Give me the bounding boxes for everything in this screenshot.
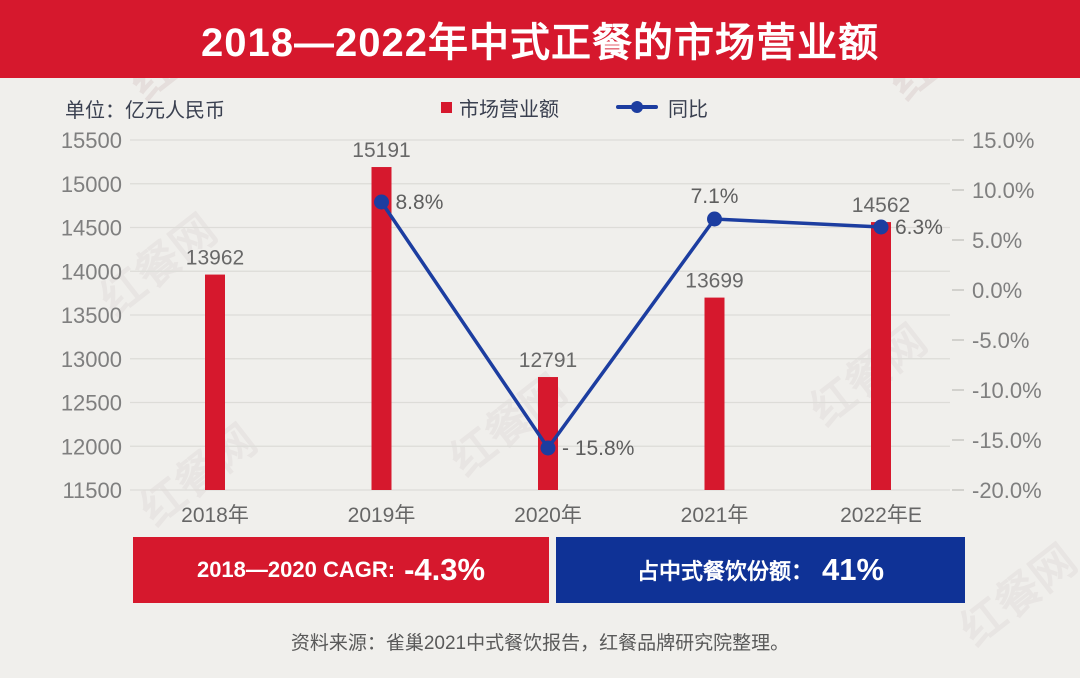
yoy-point-2020年: [540, 440, 556, 456]
left-axis-tick: 13000: [61, 347, 122, 372]
yoy-point-label: 7.1%: [691, 185, 739, 208]
right-axis-tick: -20.0%: [972, 478, 1042, 503]
share-badge-label: 占中式餐饮份额：: [636, 559, 813, 584]
meta-row: 单位：亿元人民币 市场营业额 同比: [0, 92, 1080, 123]
cagr-badge: 2018—2020 CAGR: -4.3%: [133, 537, 549, 603]
source-note: 资料来源：雀巢2021中式餐饮报告，红餐品牌研究院整理。: [290, 633, 790, 654]
right-axis-tick: -10.0%: [972, 378, 1042, 403]
legend-item-line: 同比: [616, 92, 708, 122]
left-axis-tick: 15000: [61, 172, 122, 197]
bar-2022年E: [871, 222, 891, 490]
yoy-point-label: 6.3%: [895, 216, 943, 239]
x-axis-label: 2021年: [681, 504, 749, 527]
right-axis-tick: 0.0%: [972, 278, 1022, 303]
bar-value-label: 14562: [852, 194, 910, 217]
left-axis-tick: 14500: [61, 216, 122, 241]
combo-chart: 15500 15000 14500 14000 13500 13000 12500 12000…: [61, 130, 1042, 527]
yoy-point-2022年E: [873, 219, 889, 235]
bar-2018年: [205, 274, 225, 490]
yoy-point-2019年: [374, 194, 389, 210]
share-badge-value: 41%: [821, 552, 885, 587]
bar-series-swatch-icon: [441, 101, 452, 113]
bar-value-label: 12791: [519, 349, 577, 372]
left-axis-tick: 12500: [61, 391, 122, 416]
cagr-badge-label: 2018—2020 CAGR:: [196, 557, 396, 582]
yoy-point-label: 8.8%: [396, 191, 444, 214]
bar-2021年: [704, 297, 725, 490]
x-axis-label: 2022年E: [840, 504, 922, 527]
page-title: 2018—2022年中式正餐的市场营业额: [201, 21, 879, 65]
unit-label: 单位：亿元人民币: [65, 100, 225, 122]
right-axis-tick: 15.0%: [972, 130, 1034, 153]
cagr-badge-value: -4.3%: [404, 552, 486, 587]
bar-value-label: 15191: [352, 139, 410, 162]
yoy-point-2021年: [707, 211, 722, 227]
right-axis-tick: -5.0%: [972, 328, 1029, 353]
left-axis-tick: 15500: [61, 130, 122, 153]
bar-value-label: 13699: [685, 270, 743, 293]
left-axis-tick: 13500: [61, 303, 122, 328]
bar-2020年: [538, 377, 558, 490]
x-axis-label: 2018年: [181, 504, 249, 527]
legend-item-bars: 市场营业额: [441, 92, 559, 122]
legend-line-label: 同比: [668, 98, 708, 121]
right-axis-tick: 5.0%: [972, 228, 1022, 253]
left-axis-tick: 14000: [61, 259, 122, 284]
line-series-marker-icon: [616, 101, 658, 113]
left-axis-tick: 11500: [62, 478, 122, 503]
left-axis-tick: 12000: [61, 434, 122, 459]
badges-row: 2018—2020 CAGR: -4.3% 占中式餐饮份额： 41%: [133, 537, 965, 603]
x-axis-label: 2020年: [514, 504, 582, 527]
bar-value-label: 13962: [186, 247, 244, 270]
share-badge: 占中式餐饮份额： 41%: [556, 537, 965, 603]
legend-bars-label: 市场营业额: [459, 98, 559, 121]
x-axis-label: 2019年: [348, 504, 416, 527]
right-axis-tick: 10.0%: [972, 178, 1034, 203]
right-axis-tick: -15.0%: [972, 428, 1042, 453]
yoy-line: [380, 201, 882, 452]
bar-2019年: [371, 167, 392, 490]
title-band: 2018—2022年中式正餐的市场营业额: [0, 0, 1080, 78]
yoy-point-label: - 15.8%: [562, 437, 634, 460]
